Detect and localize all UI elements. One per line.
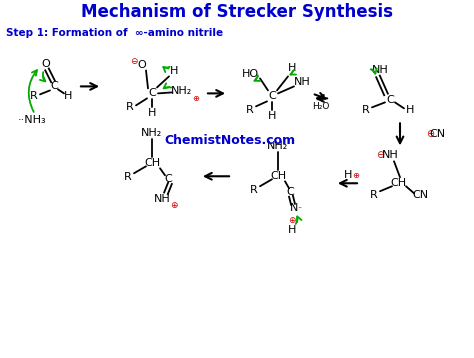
Text: CH: CH (390, 178, 406, 188)
Text: ⊖: ⊖ (130, 57, 138, 66)
Text: CN: CN (412, 190, 428, 200)
Text: O: O (137, 61, 146, 71)
Text: C: C (164, 174, 172, 184)
Text: H: H (406, 105, 414, 115)
Text: NH: NH (382, 150, 398, 160)
Text: HO: HO (241, 69, 258, 79)
Text: R: R (362, 105, 370, 115)
Text: Step 1: Formation of  ∞-amino nitrile: Step 1: Formation of ∞-amino nitrile (6, 29, 223, 38)
Text: H: H (288, 63, 296, 73)
Text: R: R (30, 91, 38, 101)
Text: N: N (290, 203, 298, 213)
Text: C: C (286, 187, 294, 197)
Text: ⊖: ⊖ (426, 129, 434, 139)
Text: CN: CN (429, 129, 445, 139)
Text: ··: ·· (297, 204, 302, 213)
Text: H: H (148, 108, 156, 118)
Text: C: C (148, 88, 156, 98)
Text: C: C (50, 81, 58, 91)
Text: ⊕: ⊕ (170, 201, 178, 210)
Text: CH: CH (270, 171, 286, 181)
Text: ⊕: ⊕ (192, 94, 200, 103)
Text: H: H (64, 91, 72, 101)
Text: NH₂: NH₂ (267, 141, 289, 151)
Text: Mechanism of Strecker Synthesis: Mechanism of Strecker Synthesis (81, 3, 393, 20)
Text: R: R (126, 102, 134, 112)
Text: R: R (250, 185, 258, 195)
Text: NH: NH (154, 194, 170, 204)
Text: NH: NH (293, 77, 310, 87)
Text: NH₂: NH₂ (172, 86, 192, 96)
Text: ⊖: ⊖ (376, 150, 384, 160)
Text: H: H (288, 225, 296, 235)
Text: NH₂: NH₂ (141, 128, 163, 138)
Text: CH: CH (144, 158, 160, 168)
Text: C: C (386, 95, 394, 105)
Text: H₂O: H₂O (312, 102, 330, 111)
Text: H: H (268, 111, 276, 121)
Text: C: C (268, 91, 276, 101)
Text: ChemistNotes.com: ChemistNotes.com (164, 134, 296, 147)
Text: R: R (246, 105, 254, 115)
Text: NH: NH (372, 66, 388, 76)
Text: ⊕: ⊕ (288, 216, 296, 225)
Text: ⊕: ⊕ (353, 171, 359, 180)
Text: R: R (124, 172, 132, 182)
Text: H: H (170, 67, 178, 76)
Text: ··NH₃: ··NH₃ (18, 115, 46, 125)
Text: R: R (370, 190, 378, 200)
Text: H: H (344, 170, 352, 180)
Text: O: O (42, 59, 50, 69)
